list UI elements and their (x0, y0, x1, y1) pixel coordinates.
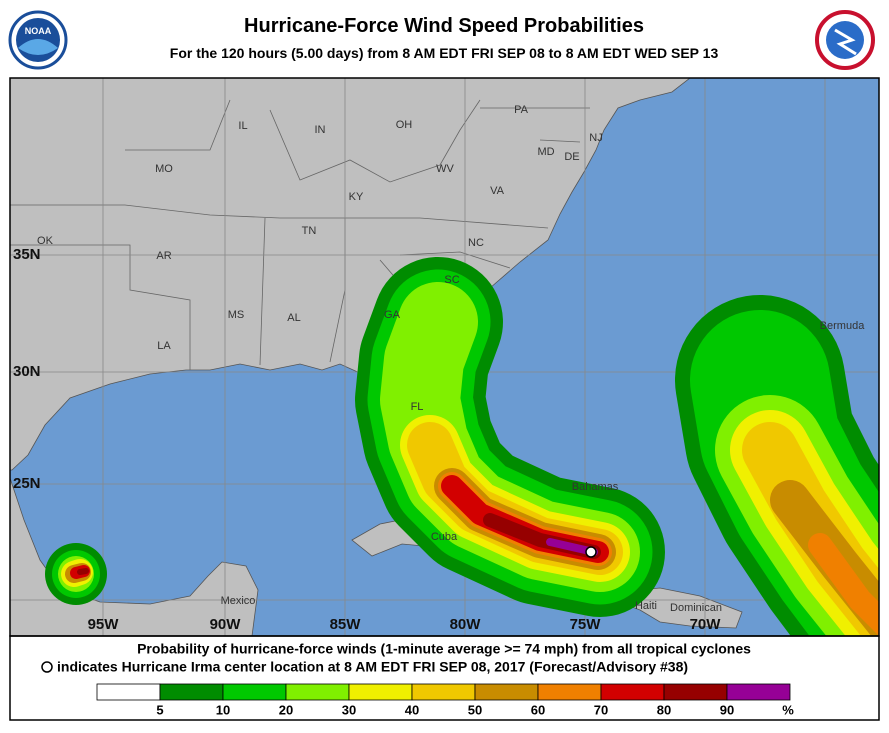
place-label: AL (287, 312, 300, 324)
legend-unit: % (782, 702, 794, 717)
place-label: Dominican (670, 602, 722, 614)
place-label: AR (156, 250, 171, 262)
legend-swatch (411, 683, 476, 701)
storm-center (585, 546, 597, 558)
latitude-label: 30N (13, 363, 41, 380)
place-label: IL (238, 120, 247, 132)
noaa-logo: NOAA (8, 10, 68, 70)
legend-swatch (159, 683, 224, 701)
subtitle: For the 120 hours (5.00 days) from 8 AM … (170, 45, 719, 61)
place-label: MS (228, 309, 245, 321)
longitude-label: 95W (88, 616, 120, 633)
footer-line: indicates Hurricane Irma center location… (57, 659, 688, 675)
footer-frame (9, 635, 880, 721)
place-label: SC (444, 274, 459, 286)
place-label: OK (37, 235, 54, 247)
title: Hurricane-Force Wind Speed Probabilities (244, 15, 644, 37)
place-label: FL (411, 401, 424, 413)
state-borders (10, 99, 590, 370)
legend-tick: 80 (657, 702, 671, 717)
coordinate-labels: 35N 30N 25N 95W 90W 85W 80W 75W 70W (13, 246, 721, 633)
legend-tick: 20 (279, 702, 293, 717)
place-label: VA (490, 185, 505, 197)
longitude-label: 80W (450, 616, 482, 633)
place-label: Cuba (431, 531, 458, 543)
place-label: MO (155, 163, 173, 175)
place-label: Bermuda (820, 320, 866, 332)
legend-swatch (726, 683, 791, 701)
probability-swaths (45, 257, 879, 636)
place-label: NC (468, 237, 484, 249)
place-label: NJ (589, 132, 602, 144)
place-label: TN (302, 225, 317, 237)
legend-tick: 5 (156, 702, 163, 717)
latitude-label: 25N (13, 475, 41, 492)
place-label: Bahamas (572, 481, 619, 493)
place-labels: IL IN OH PA NJ MD DE MO KY WV VA OK AR TN NC SC MS AL GA LA… (37, 104, 865, 614)
probability-band (808, 533, 879, 636)
legend-swatch (600, 683, 665, 701)
place-label: LA (157, 340, 171, 352)
longitude-label: 70W (690, 616, 722, 633)
legend: 5 10 20 30 40 50 60 70 80 90% (96, 683, 794, 717)
longitude-label: 90W (210, 616, 242, 633)
legend-tick: 30 (342, 702, 356, 717)
nws-logo (815, 10, 875, 70)
legend-tick: 60 (531, 702, 545, 717)
place-label: Haiti (635, 600, 657, 612)
legend-swatch (663, 683, 728, 701)
legend-tick: 10 (216, 702, 230, 717)
legend-swatch (222, 683, 287, 701)
legend-swatch (537, 683, 602, 701)
legend-swatch (96, 683, 161, 701)
place-label: MD (537, 146, 554, 158)
center-symbol (41, 661, 53, 673)
place-label: OH (396, 119, 413, 131)
place-label: WV (436, 163, 454, 175)
place-label: PA (514, 104, 529, 116)
place-label: GA (384, 309, 401, 321)
legend-tick: 70 (594, 702, 608, 717)
legend-swatch (348, 683, 413, 701)
place-label: DE (564, 151, 579, 163)
place-label: Mexico (221, 595, 256, 607)
legend-swatch (285, 683, 350, 701)
legend-swatch (474, 683, 539, 701)
latitude-label: 35N (13, 246, 41, 263)
legend-tick: 40 (405, 702, 419, 717)
place-label: IN (315, 124, 326, 136)
logo-text: NOAA (25, 26, 52, 36)
probability-band (77, 568, 89, 575)
longitude-label: 75W (570, 616, 602, 633)
legend-tick: 50 (468, 702, 482, 717)
legend-tick: 90 (720, 702, 734, 717)
footer-line: Probability of hurricane-force winds (1-… (137, 641, 751, 657)
place-label: KY (349, 191, 364, 203)
map: IL IN OH PA NJ MD DE MO KY WV VA OK AR TN NC SC MS AL GA LA… (10, 78, 879, 636)
longitude-label: 85W (330, 616, 362, 633)
